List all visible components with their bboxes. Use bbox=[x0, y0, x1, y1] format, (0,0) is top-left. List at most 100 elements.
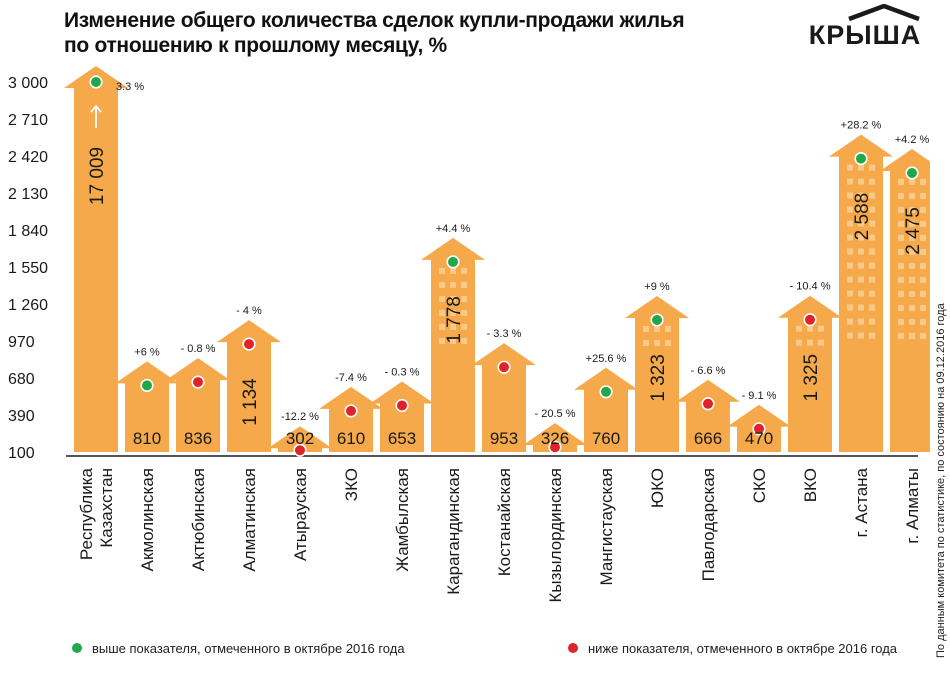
bar-group: - 6.6 % 666 bbox=[676, 365, 740, 452]
bar-window bbox=[898, 304, 904, 311]
bar bbox=[217, 320, 281, 452]
bar-window bbox=[461, 267, 467, 274]
change-label: - 6.6 % bbox=[691, 365, 726, 377]
bar-group: - 20.5 % 326 bbox=[523, 408, 587, 454]
value-label: 1 325 bbox=[801, 354, 822, 402]
source-note-text: По данным комитета по статистике, по сос… bbox=[935, 302, 947, 658]
change-label: - 0.3 % bbox=[385, 366, 420, 378]
bar-window bbox=[461, 309, 467, 316]
status-dot-below bbox=[293, 443, 307, 457]
bar-group: - 0.3 % 653 bbox=[370, 366, 434, 452]
bar bbox=[676, 379, 740, 452]
bar-window bbox=[818, 325, 824, 332]
bar-window bbox=[898, 206, 904, 213]
bar-window bbox=[450, 337, 456, 344]
value-label: 1 323 bbox=[648, 354, 669, 402]
status-dot-above bbox=[446, 255, 460, 269]
bar-window bbox=[461, 323, 467, 330]
change-label: - 3.3 % bbox=[487, 328, 522, 340]
status-dot-above bbox=[599, 385, 613, 399]
logo-text: КРЫША bbox=[809, 20, 922, 48]
category-label: Казахстан bbox=[97, 468, 116, 548]
bar-window bbox=[869, 262, 875, 269]
y-tick-label: 3 000 bbox=[8, 75, 48, 92]
category-label: Жамбылская bbox=[393, 468, 412, 572]
bar-window bbox=[909, 276, 915, 283]
bar bbox=[472, 343, 536, 452]
value-label: 666 bbox=[694, 429, 722, 448]
bar-window bbox=[847, 304, 853, 311]
bar-window bbox=[461, 337, 467, 344]
bar-group: - 9.1 % 470 bbox=[727, 390, 791, 452]
bar-window bbox=[920, 304, 926, 311]
status-dot-below bbox=[395, 398, 409, 413]
value-label: 2 475 bbox=[903, 207, 924, 255]
bar-group: +4.2 % 2 475 bbox=[880, 134, 930, 452]
bar-window bbox=[920, 220, 926, 227]
bar-window bbox=[665, 339, 671, 346]
bar-window bbox=[869, 248, 875, 255]
bar-window bbox=[847, 318, 853, 325]
bar-window bbox=[858, 192, 864, 199]
krysha-logo: КРЫША bbox=[809, 4, 922, 48]
bar bbox=[370, 381, 434, 452]
chart-title: Изменение общего количества сделок купли… bbox=[64, 8, 764, 58]
bar-window bbox=[847, 248, 853, 255]
bar-series: 3.3 % 17 009 +6 % 810 - 0.8 % 836 - 4 % 1 134 -1… bbox=[64, 66, 930, 457]
bar-window bbox=[439, 295, 445, 302]
category-label: Павлодарская bbox=[699, 468, 718, 581]
bar-window bbox=[898, 262, 904, 269]
bar-window bbox=[847, 234, 853, 241]
source-note: По данным комитета по статистике, по сос… bbox=[935, 302, 947, 658]
logo-roof-icon bbox=[848, 4, 920, 22]
category-label: Актюбинская bbox=[189, 468, 208, 571]
change-label: +28.2 % bbox=[841, 120, 882, 132]
bar-window bbox=[909, 192, 915, 199]
bar-window bbox=[920, 332, 926, 339]
bar-window bbox=[439, 323, 445, 330]
bar-window bbox=[796, 339, 802, 346]
bar-window bbox=[847, 192, 853, 199]
y-tick-label: 1 840 bbox=[8, 223, 48, 240]
bar-window bbox=[909, 206, 915, 213]
arrow-up-icon bbox=[90, 104, 102, 128]
bar-window bbox=[898, 234, 904, 241]
bar-window bbox=[869, 304, 875, 311]
y-axis: 100 390 680 970 1 260 1 550 1 840 2 130 2 420 2 7… bbox=[8, 75, 918, 462]
bar-window bbox=[847, 164, 853, 171]
bar-window bbox=[920, 192, 926, 199]
change-label: - 10.4 % bbox=[790, 281, 831, 293]
change-label: -7.4 % bbox=[335, 372, 367, 384]
change-label: +4.4 % bbox=[436, 223, 471, 235]
bar-window bbox=[439, 337, 445, 344]
bar-window bbox=[898, 220, 904, 227]
bar-window bbox=[869, 290, 875, 297]
category-label: Костанайская bbox=[495, 468, 514, 576]
bar-window bbox=[654, 325, 660, 332]
change-label: 3.3 % bbox=[116, 81, 144, 93]
y-tick-label: 100 bbox=[8, 445, 35, 462]
bar-window bbox=[898, 332, 904, 339]
bar-window bbox=[665, 325, 671, 332]
value-label: 760 bbox=[592, 429, 620, 448]
bar-window bbox=[909, 262, 915, 269]
bar-group: - 4 % 1 134 bbox=[217, 305, 281, 452]
bar-window bbox=[858, 178, 864, 185]
bar-window bbox=[807, 339, 813, 346]
bar-window bbox=[807, 325, 813, 332]
change-label: - 4 % bbox=[236, 305, 262, 317]
bar-window bbox=[858, 290, 864, 297]
bar-window bbox=[858, 234, 864, 241]
bar-window bbox=[439, 267, 445, 274]
bar-window bbox=[643, 339, 649, 346]
bar-group: - 0.8 % 836 bbox=[166, 343, 230, 452]
bar-window bbox=[898, 178, 904, 185]
bar-window bbox=[869, 220, 875, 227]
bar-window bbox=[920, 276, 926, 283]
change-label: - 20.5 % bbox=[535, 408, 576, 420]
category-label: Республика bbox=[77, 467, 96, 560]
bar-group: 3.3 % 17 009 bbox=[64, 66, 144, 452]
category-label: Мангистауская bbox=[597, 468, 616, 586]
bar-window bbox=[920, 290, 926, 297]
status-dot-above bbox=[140, 378, 154, 393]
